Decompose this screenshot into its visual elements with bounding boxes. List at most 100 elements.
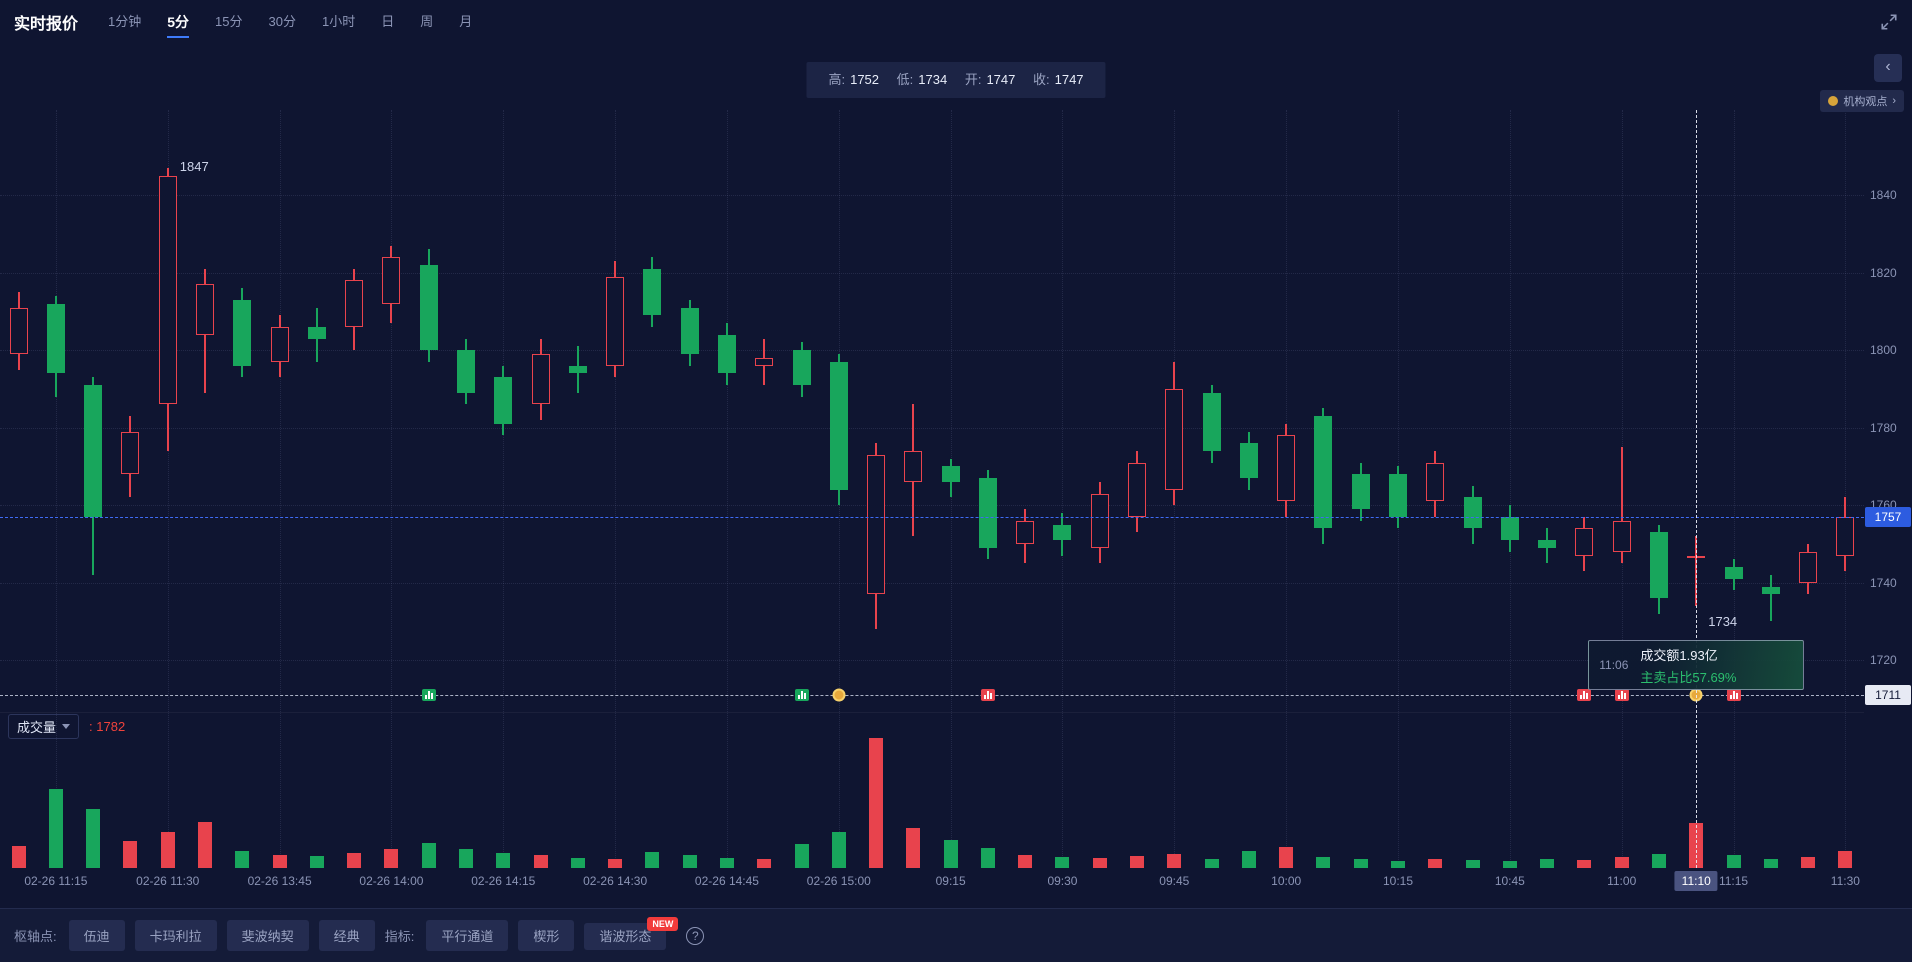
volume-bar[interactable] (86, 809, 101, 868)
volume-bar[interactable] (421, 842, 436, 868)
volume-bar[interactable] (48, 789, 63, 868)
candle[interactable] (1016, 520, 1035, 544)
volume-bar[interactable] (1577, 859, 1592, 868)
candle[interactable] (1426, 462, 1445, 502)
tab-15min[interactable]: 15分 (215, 14, 243, 29)
tab-day[interactable]: 日 (381, 14, 395, 29)
candle[interactable] (1128, 462, 1147, 517)
tab-1hour[interactable]: 1小时 (321, 14, 356, 29)
candle[interactable] (1351, 474, 1370, 510)
candle[interactable] (84, 385, 103, 517)
volume-bar[interactable] (1018, 854, 1033, 868)
volume-bar[interactable] (1279, 847, 1294, 868)
volume-bar[interactable] (570, 857, 585, 868)
volume-bar[interactable] (1651, 854, 1666, 868)
candle[interactable] (9, 307, 28, 355)
candle[interactable] (680, 307, 699, 355)
candle[interactable] (643, 268, 662, 316)
volume-bar[interactable] (980, 847, 995, 868)
volume-bar[interactable] (608, 858, 623, 868)
volume-bar[interactable] (384, 848, 399, 868)
volume-bar[interactable] (496, 853, 511, 868)
volume-bar[interactable] (645, 852, 660, 868)
volume-bar[interactable] (11, 845, 26, 868)
coin-signal-icon[interactable] (832, 688, 846, 702)
volume-bar[interactable] (1540, 858, 1555, 868)
candle[interactable] (1649, 532, 1668, 599)
candle[interactable] (1389, 474, 1407, 517)
volume-bar[interactable] (272, 854, 287, 868)
volume-bar[interactable] (1428, 858, 1443, 868)
candle[interactable] (568, 365, 587, 374)
bars-signal-icon[interactable] (1577, 689, 1592, 701)
volume-bar[interactable] (1092, 858, 1107, 868)
candle[interactable] (941, 466, 960, 482)
help-icon[interactable]: ? (686, 926, 705, 945)
pivot-button-classic[interactable]: 经典 (318, 920, 375, 951)
volume-bar[interactable] (1726, 855, 1741, 868)
volume-bar[interactable] (831, 831, 846, 868)
bars-signal-icon[interactable] (421, 689, 436, 701)
candle[interactable] (755, 357, 774, 366)
volume-bar[interactable] (906, 828, 921, 868)
bars-signal-icon[interactable] (980, 689, 995, 701)
candle[interactable] (1538, 540, 1557, 548)
candle[interactable] (121, 431, 140, 475)
volume-bar[interactable] (757, 859, 772, 868)
pivot-button-fibonacci[interactable]: 斐波纳契 (226, 920, 309, 951)
candle[interactable] (792, 350, 811, 386)
fullscreen-icon[interactable] (1880, 13, 1898, 31)
volume-bar[interactable] (1055, 856, 1070, 868)
candle[interactable] (1761, 586, 1780, 595)
indicator-button-parallel-channel[interactable]: 平行通道 (426, 920, 509, 951)
volume-bar[interactable] (1241, 851, 1256, 868)
volume-bar[interactable] (347, 852, 362, 868)
volume-bar[interactable] (794, 843, 809, 868)
candle[interactable] (1612, 520, 1631, 552)
candle[interactable] (717, 334, 736, 374)
volume-bar[interactable] (235, 851, 250, 868)
volume-bar[interactable] (869, 738, 884, 868)
volume-bar[interactable] (160, 831, 175, 868)
volume-bar[interactable] (1502, 860, 1517, 868)
candle[interactable] (829, 361, 848, 490)
candle[interactable] (1277, 435, 1296, 502)
indicator-button-wedge[interactable]: 楔形 (518, 920, 575, 951)
candle[interactable] (233, 299, 252, 366)
volume-indicator-selector[interactable]: 成交量 (8, 714, 80, 739)
candle[interactable] (1165, 388, 1184, 490)
volume-bar[interactable] (682, 855, 697, 868)
candle[interactable] (1202, 392, 1221, 451)
volume-bar[interactable] (459, 849, 473, 868)
candle[interactable] (1724, 567, 1743, 579)
candle[interactable] (419, 264, 438, 351)
candle[interactable] (1239, 443, 1258, 479)
candle[interactable] (196, 284, 215, 335)
candle[interactable] (158, 175, 177, 405)
institution-view-button[interactable]: 机构观点 › (1820, 90, 1904, 112)
tab-5min[interactable]: 5分 (167, 0, 189, 44)
candle[interactable] (867, 454, 886, 595)
tab-1min[interactable]: 1分钟 (108, 14, 142, 29)
volume-bar[interactable] (1838, 850, 1853, 868)
candle[interactable] (1799, 551, 1818, 583)
candle[interactable] (494, 377, 513, 424)
volume-bar[interactable] (1316, 856, 1331, 868)
volume-bar[interactable] (1130, 856, 1145, 868)
candle[interactable] (382, 257, 401, 304)
volume-bar[interactable] (943, 839, 958, 868)
candle[interactable] (1053, 524, 1072, 541)
tab-week[interactable]: 周 (420, 14, 434, 29)
candle[interactable] (1090, 493, 1109, 548)
volume-bar[interactable] (1465, 859, 1480, 868)
bars-signal-icon[interactable] (1614, 689, 1629, 701)
collapse-panel-button[interactable]: ‹ (1874, 54, 1902, 82)
candle[interactable] (1836, 516, 1855, 556)
volume-bar[interactable] (198, 821, 213, 868)
volume-bar[interactable] (1353, 858, 1368, 868)
volume-bar[interactable] (719, 857, 734, 868)
candle[interactable] (270, 326, 289, 362)
candle[interactable] (904, 450, 923, 482)
volume-bar[interactable] (1763, 858, 1778, 868)
